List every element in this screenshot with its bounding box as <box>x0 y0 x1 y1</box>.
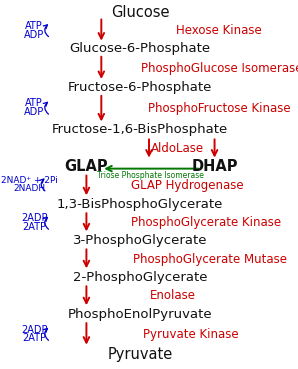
Text: 1,3-BisPhosphoGlycerate: 1,3-BisPhosphoGlycerate <box>57 198 223 211</box>
Text: Triose Phosphate Isomerase: Triose Phosphate Isomerase <box>97 171 204 180</box>
Text: 2ATP: 2ATP <box>22 333 46 344</box>
Text: Pyruvate Kinase: Pyruvate Kinase <box>143 328 238 341</box>
Text: 2ADP: 2ADP <box>21 324 47 335</box>
Text: 2-PhosphoGlycerate: 2-PhosphoGlycerate <box>73 271 207 284</box>
Text: AldoLase: AldoLase <box>151 142 204 155</box>
Text: PhosphoFructose Kinase: PhosphoFructose Kinase <box>148 102 290 115</box>
Text: Enolase: Enolase <box>150 289 196 303</box>
Text: 3-PhosphoGlycerate: 3-PhosphoGlycerate <box>73 234 207 247</box>
Text: ATP: ATP <box>25 21 43 31</box>
Text: 2ADP: 2ADP <box>21 213 47 224</box>
Text: ADP: ADP <box>24 30 44 40</box>
Text: Glucose: Glucose <box>111 6 169 20</box>
Text: PhosphoGlycerate Mutase: PhosphoGlycerate Mutase <box>133 252 287 266</box>
Text: Fructose-6-Phosphate: Fructose-6-Phosphate <box>68 81 212 94</box>
Text: 2ATP: 2ATP <box>22 222 46 232</box>
Text: Hexose Kinase: Hexose Kinase <box>176 24 262 38</box>
Text: Fructose-1,6-BisPhosphate: Fructose-1,6-BisPhosphate <box>52 123 228 137</box>
Text: DHAP: DHAP <box>191 159 238 174</box>
Text: PhosphoGlucose Isomerase: PhosphoGlucose Isomerase <box>141 62 298 75</box>
Text: Glucose-6-Phosphate: Glucose-6-Phosphate <box>69 42 211 55</box>
Text: GLAP: GLAP <box>65 159 108 174</box>
Text: GLAP Hydrogenase: GLAP Hydrogenase <box>131 179 244 193</box>
Text: ADP: ADP <box>24 107 44 117</box>
Text: 2NADH: 2NADH <box>13 184 45 193</box>
Text: PhosphoEnolPyruvate: PhosphoEnolPyruvate <box>68 308 212 321</box>
Text: Pyruvate: Pyruvate <box>108 347 173 362</box>
Text: ATP: ATP <box>25 98 43 108</box>
Text: 2NAD⁺ + 2Pi: 2NAD⁺ + 2Pi <box>1 176 58 185</box>
Text: PhosphoGlycerate Kinase: PhosphoGlycerate Kinase <box>131 216 281 230</box>
